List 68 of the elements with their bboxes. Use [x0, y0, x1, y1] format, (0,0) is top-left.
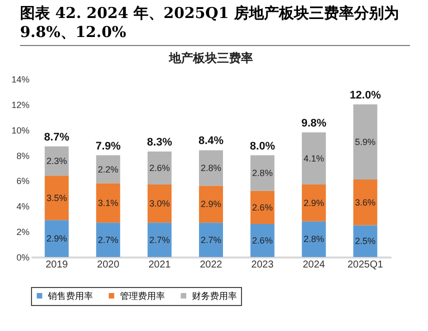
bar: [353, 225, 378, 257]
data-label: 2.7%: [200, 234, 222, 245]
data-label: 2.6%: [252, 202, 273, 212]
chart-subtitle: 地产板块三费率: [168, 51, 253, 65]
data-label: 2.8%: [252, 168, 273, 178]
bar: [148, 222, 172, 257]
bar: [302, 132, 326, 185]
bar: [250, 190, 274, 224]
bar: [96, 183, 120, 223]
data-label: 2.3%: [46, 156, 67, 166]
data-label: 2.2%: [98, 164, 118, 174]
bar: [199, 186, 223, 223]
bar: [44, 220, 69, 257]
legend-label: 管理费用率: [120, 290, 165, 302]
data-label: 3.1%: [98, 198, 118, 208]
total-label: 8.4%: [198, 135, 224, 148]
y-tick-label: 2%: [16, 227, 30, 238]
total-label: 9.8%: [301, 117, 327, 130]
chart-title: 图表 42. 2024 年、2025Q1 房地产板块三费率分别为 9.8%、12.0%: [20, 4, 410, 46]
total-label: 7.9%: [96, 140, 121, 152]
bar: [250, 155, 274, 191]
bar: [353, 104, 378, 180]
y-tick-label: 4%: [16, 202, 30, 212]
data-label: 4.1%: [304, 153, 324, 164]
bar: [302, 221, 326, 257]
total-label: 8.3%: [147, 136, 172, 148]
x-tick-label: 2023: [251, 260, 274, 270]
y-tick-label: 8%: [16, 150, 30, 161]
bar: [353, 179, 378, 226]
x-tick-label: 2025Q1: [347, 260, 384, 270]
y-tick-label: 14%: [11, 74, 30, 84]
data-label: 3.0%: [149, 198, 170, 209]
data-label: 2.8%: [304, 234, 324, 244]
data-label: 2.9%: [46, 234, 67, 244]
bar: [96, 155, 120, 184]
x-tick-label: 2024: [302, 260, 326, 270]
bar: [96, 222, 120, 257]
total-label: 12.0%: [350, 89, 382, 102]
total-label: 8.0%: [250, 140, 276, 152]
data-label: 2.7%: [149, 234, 170, 245]
bar: [148, 184, 172, 223]
data-label: 2.6%: [149, 163, 170, 173]
bar: [199, 222, 223, 257]
data-label: 2.5%: [355, 236, 376, 246]
data-label: 3.6%: [355, 197, 376, 208]
legend-label: 销售费用率: [47, 290, 93, 302]
y-tick-label: 6%: [16, 176, 30, 186]
total-label: 8.7%: [44, 131, 70, 144]
y-tick-label: 10%: [11, 125, 30, 136]
data-label: 2.9%: [304, 198, 324, 208]
bar: [250, 224, 274, 257]
legend-label: 财务费用率: [192, 290, 237, 302]
x-tick-label: 2021: [148, 260, 172, 270]
y-tick-label: 0%: [16, 252, 30, 262]
x-tick-label: 2020: [97, 260, 120, 270]
data-label: 2.7%: [98, 234, 118, 245]
bar: [148, 151, 172, 185]
data-label: 5.9%: [355, 136, 376, 147]
y-tick-label: 12%: [11, 100, 30, 110]
x-tick-label: 2019: [46, 260, 68, 270]
data-label: 2.8%: [200, 163, 222, 173]
data-label: 3.5%: [46, 192, 67, 203]
bar: [199, 150, 223, 186]
x-tick-label: 2022: [200, 260, 223, 270]
bar: [302, 184, 326, 222]
bar: [44, 176, 69, 220]
data-label: 2.9%: [200, 199, 222, 210]
data-label: 2.6%: [252, 235, 273, 246]
